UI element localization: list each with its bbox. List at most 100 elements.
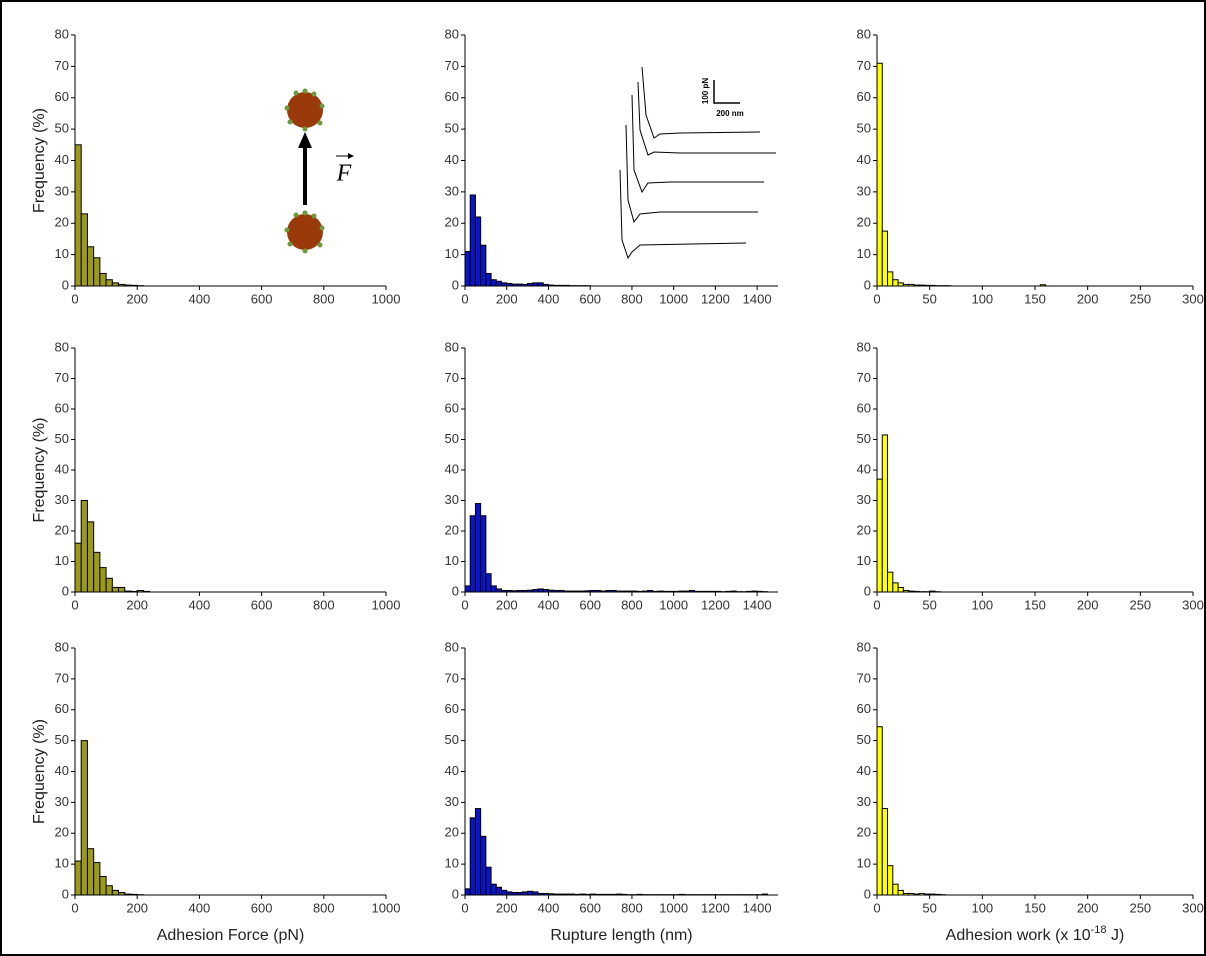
x-tick-label: 100 bbox=[971, 597, 993, 612]
bar bbox=[480, 835, 487, 896]
y-tick-label: 50 bbox=[55, 732, 69, 747]
bar bbox=[480, 244, 487, 287]
x-tick-label: 1400 bbox=[743, 291, 772, 306]
x-tick-label: 600 bbox=[579, 597, 601, 612]
bar bbox=[111, 889, 120, 896]
y-tick-label: 20 bbox=[857, 825, 871, 840]
y-tick-label: 0 bbox=[62, 277, 69, 292]
x-axis-title: Rupture length (nm) bbox=[550, 927, 692, 944]
bar bbox=[74, 144, 82, 287]
y-tick-label: 30 bbox=[55, 794, 69, 809]
bar bbox=[876, 726, 883, 896]
x-tick-label: 400 bbox=[538, 597, 560, 612]
x-tick-label: 1000 bbox=[372, 900, 401, 915]
x-tick-label: 0 bbox=[71, 597, 78, 612]
scale-label: 200 nm bbox=[716, 109, 744, 118]
bar bbox=[892, 883, 899, 896]
bar bbox=[86, 246, 95, 287]
y-tick-label: 60 bbox=[445, 400, 459, 415]
x-tick-label: 0 bbox=[461, 900, 468, 915]
x-tick-label: 50 bbox=[922, 900, 936, 915]
y-tick-label: 80 bbox=[445, 639, 459, 654]
y-tick-label: 70 bbox=[445, 370, 459, 385]
x-axis-title-text: Adhesion work (x 10 bbox=[946, 927, 1091, 944]
force-curves-inset bbox=[619, 66, 776, 260]
x-tick-label: 600 bbox=[579, 900, 601, 915]
x-tick-label: 400 bbox=[189, 597, 211, 612]
particle bbox=[287, 214, 323, 250]
bar bbox=[464, 585, 471, 593]
bar bbox=[93, 862, 101, 896]
y-tick-label: 80 bbox=[55, 339, 69, 354]
bar bbox=[485, 272, 492, 287]
bar bbox=[485, 573, 492, 593]
x-tick-label: 600 bbox=[251, 597, 273, 612]
x-tick-label: 0 bbox=[461, 291, 468, 306]
y-tick-label: 30 bbox=[857, 183, 871, 198]
y-tick-label: 70 bbox=[445, 670, 459, 685]
y-tick-label: 40 bbox=[55, 461, 69, 476]
x-tick-label: 200 bbox=[126, 597, 148, 612]
x-tick-label: 400 bbox=[538, 291, 560, 306]
x-tick-label: 1000 bbox=[659, 291, 688, 306]
y-tick-label: 40 bbox=[857, 763, 871, 778]
bar bbox=[80, 500, 88, 593]
x-tick-label: 200 bbox=[126, 291, 148, 306]
y-tick-label: 80 bbox=[857, 639, 871, 654]
y-tick-label: 70 bbox=[55, 58, 69, 73]
y-axis-title: Frequency (%) bbox=[31, 719, 48, 824]
y-tick-label: 30 bbox=[55, 492, 69, 507]
x-tick-label: 50 bbox=[922, 597, 936, 612]
x-tick-label: 1000 bbox=[659, 900, 688, 915]
bar bbox=[105, 279, 113, 287]
y-tick-label: 10 bbox=[55, 856, 69, 871]
bar bbox=[118, 586, 126, 593]
x-tick-label: 150 bbox=[1024, 900, 1046, 915]
bar bbox=[501, 889, 508, 896]
x-tick-label: 300 bbox=[1182, 900, 1204, 915]
bar bbox=[881, 434, 889, 593]
x-axis-title: Adhesion Force (pN) bbox=[157, 927, 305, 944]
x-tick-label: 100 bbox=[971, 291, 993, 306]
x-tick-label: 1200 bbox=[701, 597, 730, 612]
y-tick-label: 10 bbox=[857, 553, 871, 568]
x-axis-title: Adhesion work (x 10-18 J) bbox=[946, 924, 1125, 944]
x-tick-label: 1000 bbox=[659, 597, 688, 612]
y-tick-label: 20 bbox=[857, 522, 871, 537]
bar bbox=[881, 808, 889, 896]
x-tick-label: 250 bbox=[1129, 291, 1151, 306]
y-tick-label: 0 bbox=[864, 277, 871, 292]
bar bbox=[469, 194, 476, 287]
x-tick-label: 1400 bbox=[743, 597, 772, 612]
bar bbox=[86, 848, 95, 896]
y-tick-label: 80 bbox=[445, 26, 459, 41]
bar bbox=[80, 740, 88, 896]
ligands bbox=[284, 88, 325, 254]
x-tick-label: 600 bbox=[251, 291, 273, 306]
bar bbox=[485, 866, 492, 896]
y-tick-label: 0 bbox=[864, 583, 871, 598]
x-tick-label: 0 bbox=[461, 597, 468, 612]
y-tick-label: 60 bbox=[445, 89, 459, 104]
x-tick-label: 0 bbox=[873, 900, 880, 915]
bar bbox=[74, 860, 82, 896]
bar bbox=[469, 515, 476, 593]
x-tick-label: 300 bbox=[1182, 291, 1204, 306]
y-tick-label: 80 bbox=[55, 26, 69, 41]
x-tick-label: 1000 bbox=[372, 291, 401, 306]
bar bbox=[887, 865, 894, 896]
bar bbox=[897, 586, 904, 593]
y-tick-label: 10 bbox=[445, 856, 459, 871]
y-tick-label: 70 bbox=[857, 370, 871, 385]
x-tick-label: 100 bbox=[971, 900, 993, 915]
x-tick-label: 300 bbox=[1182, 597, 1204, 612]
bar bbox=[474, 503, 482, 593]
x-tick-label: 1000 bbox=[372, 597, 401, 612]
y-tick-label: 0 bbox=[62, 886, 69, 901]
bar bbox=[99, 567, 107, 593]
x-axis-title-suffix: J) bbox=[1107, 927, 1125, 944]
bar bbox=[99, 875, 107, 896]
arrow-head bbox=[298, 132, 312, 148]
y-tick-label: 40 bbox=[55, 152, 69, 167]
